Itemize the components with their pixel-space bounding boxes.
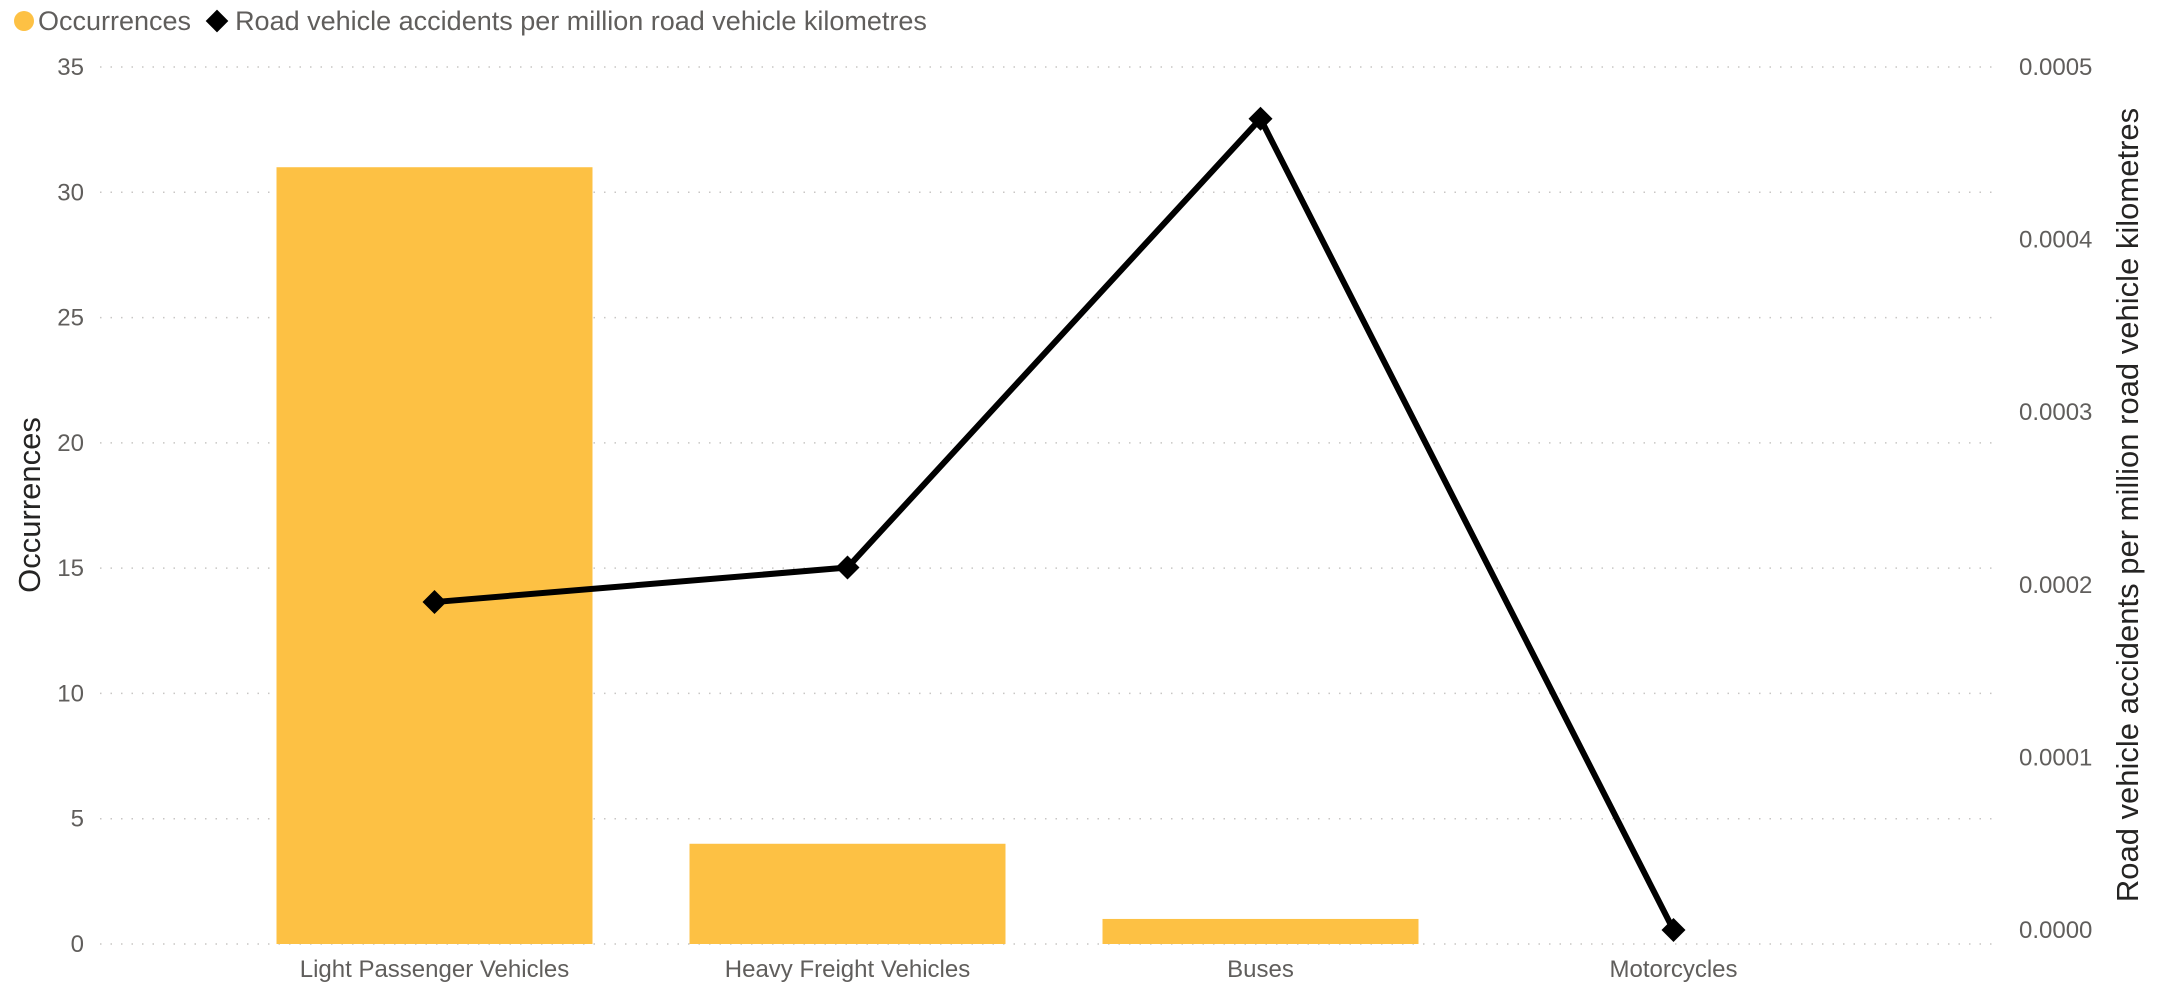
legend-label-occurrences: Occurrences: [38, 5, 192, 36]
legend-circle-icon: [14, 11, 34, 31]
accident-rate-line: [434, 115, 1677, 932]
y-tick-label: 10: [57, 680, 84, 707]
line-point-buses: [1248, 106, 1273, 131]
legend-item-occurrences[interactable]: Occurrences: [14, 6, 191, 37]
y-tick-label: 5: [71, 806, 84, 833]
y-tick-label: 25: [57, 305, 84, 332]
x-tick-label: Light Passenger Vehicles: [300, 956, 570, 983]
y-tick-label: 15: [57, 555, 84, 582]
legend: Occurrences Road vehicle accidents per m…: [14, 6, 941, 36]
y-axis-title: Occurrences: [12, 417, 47, 593]
y2-axis-title: Road vehicle accidents per million road …: [2110, 108, 2145, 902]
line-point-heavy-freight-vehicles: [835, 555, 860, 580]
legend-item-accident-rate[interactable]: Road vehicle accidents per million road …: [205, 6, 927, 37]
legend-label-accident-rate: Road vehicle accidents per million road …: [235, 5, 927, 36]
y2-tick-label: 0.0004: [2019, 227, 2092, 254]
y2-tick-label: 0.0003: [2019, 399, 2092, 426]
x-tick-label: Motorcycles: [1609, 956, 1737, 983]
bar-light-passenger-vehicles: [276, 167, 593, 944]
x-tick-label: Heavy Freight Vehicles: [725, 956, 970, 983]
y2-tick-label: 0.0005: [2019, 54, 2092, 81]
y-tick-label: 35: [57, 54, 84, 81]
bar-buses: [1102, 918, 1419, 944]
y-tick-label: 30: [57, 179, 84, 206]
y2-tick-label: 0.0000: [2019, 917, 2092, 944]
line-point-light-passenger-vehicles: [422, 590, 447, 615]
y2-tick-label: 0.0002: [2019, 572, 2092, 599]
line-point-motorcycles: [1661, 918, 1686, 942]
y-tick-label: 20: [57, 430, 84, 457]
y-tick-label: 0: [71, 931, 84, 958]
x-tick-label: Buses: [1227, 956, 1294, 983]
y2-tick-label: 0.0001: [2019, 744, 2092, 771]
bar-heavy-freight-vehicles: [689, 843, 1006, 944]
